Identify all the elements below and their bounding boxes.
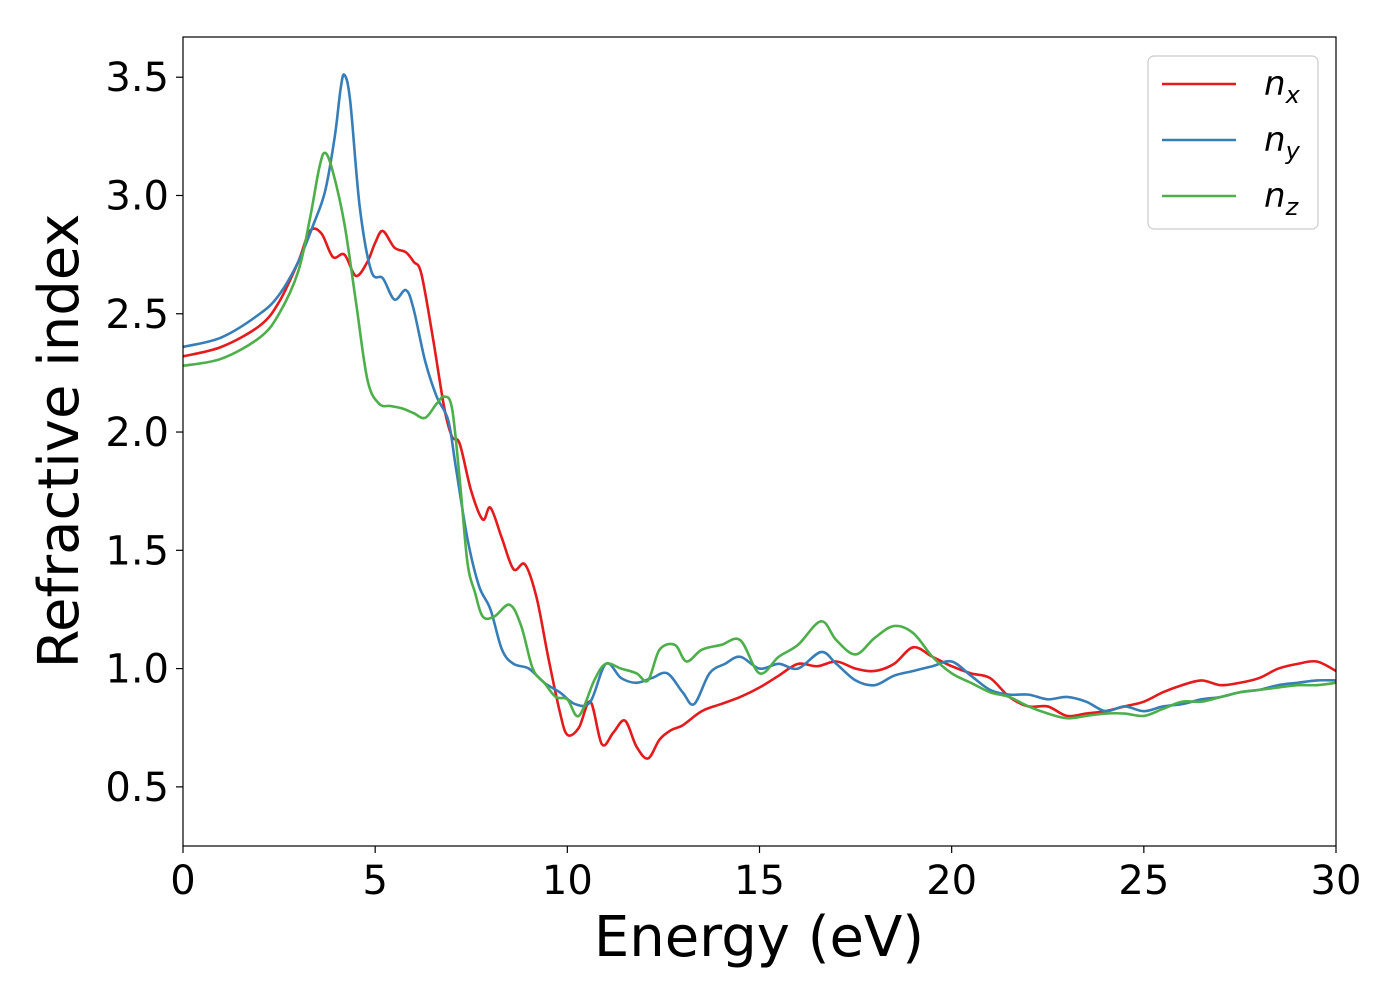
x-tick-label: 25 [1118, 858, 1169, 904]
y-axis-title: Refractive index [27, 214, 92, 669]
series-layer [183, 73, 1336, 760]
legend-label-subscript: y [1285, 137, 1301, 165]
x-axis-title: Energy (eV) [594, 905, 924, 970]
x-tick-label: 5 [362, 858, 387, 904]
x-tick-label: 30 [1311, 858, 1362, 904]
y-tick-label: 1.5 [105, 528, 169, 574]
series-line-ny [183, 73, 1336, 713]
legend-label-main: n [1264, 120, 1286, 160]
y-tick-label: 0.5 [105, 765, 169, 811]
y-tick-label: 3.5 [105, 55, 169, 101]
y-tick-label: 3.0 [105, 173, 169, 219]
x-tick-label: 15 [734, 858, 785, 904]
y-axis: 0.5 1.0 1.5 2.0 2.5 3.0 3.5 [105, 55, 183, 811]
legend-label-nx: nx [1264, 64, 1301, 109]
legend-label-main: n [1264, 176, 1286, 216]
legend-label-main: n [1264, 64, 1286, 104]
x-tick-label: 0 [170, 858, 195, 904]
legend-label-ny: ny [1264, 120, 1301, 165]
y-tick-label: 2.5 [105, 292, 169, 338]
y-tick-label: 2.0 [105, 410, 169, 456]
y-tick-label: 1.0 [105, 647, 169, 693]
legend-box [1147, 55, 1319, 230]
legend-label-nz: nz [1264, 176, 1300, 221]
x-axis: 0 5 10 15 20 25 30 [170, 846, 1361, 904]
legend-label-subscript: x [1285, 81, 1301, 109]
series-line-nz [183, 151, 1336, 720]
x-tick-label: 20 [926, 858, 977, 904]
x-tick-label: 10 [542, 858, 593, 904]
series-line-nx [183, 227, 1336, 760]
legend-label-subscript: z [1285, 193, 1300, 221]
